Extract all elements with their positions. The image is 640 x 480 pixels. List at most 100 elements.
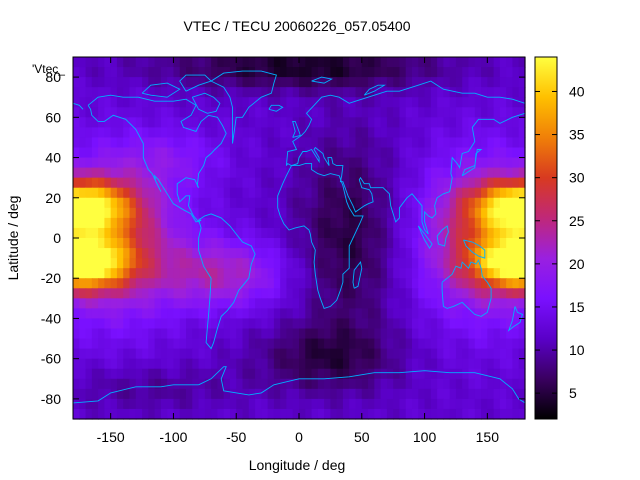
heatmap-cell xyxy=(98,87,105,98)
heatmap-cell xyxy=(380,368,388,380)
heatmap-cell xyxy=(236,258,244,269)
heatmap-cell xyxy=(512,217,520,229)
heatmap-cell xyxy=(286,177,294,189)
heatmap-cell xyxy=(317,127,325,139)
heatmap-cell xyxy=(204,408,212,420)
heatmap-cell xyxy=(85,77,93,88)
heatmap-cell xyxy=(273,227,281,239)
heatmap-cell xyxy=(292,197,300,209)
heatmap-cell xyxy=(292,77,300,88)
heatmap-cell xyxy=(73,197,80,209)
heatmap-cell xyxy=(430,338,438,350)
heatmap-cell xyxy=(424,298,432,309)
heatmap-cell xyxy=(129,197,137,209)
heatmap-cell xyxy=(236,288,244,299)
heatmap-cell xyxy=(355,358,363,370)
heatmap-cell xyxy=(349,57,357,68)
heatmap-cell xyxy=(148,177,156,189)
heatmap-cell xyxy=(418,117,426,128)
heatmap-cell xyxy=(104,308,112,320)
heatmap-cell xyxy=(311,328,319,340)
heatmap-cell xyxy=(430,57,438,68)
heatmap-cell xyxy=(167,288,175,299)
heatmap-cell xyxy=(405,227,413,239)
heatmap-cell xyxy=(292,368,300,380)
heatmap-cell xyxy=(85,398,93,410)
heatmap-cell xyxy=(255,217,262,229)
heatmap-cell xyxy=(418,197,426,209)
heatmap-cell xyxy=(142,388,149,400)
heatmap-cell xyxy=(449,398,457,410)
heatmap-cell xyxy=(299,57,306,68)
heatmap-cell xyxy=(518,77,526,88)
heatmap-cell xyxy=(336,328,344,340)
heatmap-cell xyxy=(299,288,306,299)
heatmap-cell xyxy=(135,77,143,88)
heatmap-cell xyxy=(393,258,401,269)
heatmap-cell xyxy=(110,298,118,309)
heatmap-cell xyxy=(129,207,137,219)
heatmap-cell xyxy=(393,298,401,309)
heatmap-cell xyxy=(518,358,526,370)
heatmap-cell xyxy=(91,167,99,179)
heatmap-cell xyxy=(412,117,419,128)
heatmap-cell xyxy=(368,268,375,279)
heatmap-cell xyxy=(85,127,93,139)
heatmap-cell xyxy=(217,177,225,189)
heatmap-cell xyxy=(148,97,156,108)
heatmap-cell xyxy=(493,177,501,189)
heatmap-cell xyxy=(412,338,419,350)
heatmap-cell xyxy=(412,258,419,269)
heatmap-cell xyxy=(437,268,444,279)
heatmap-cell xyxy=(349,157,357,169)
heatmap-cell xyxy=(217,97,225,108)
heatmap-cell xyxy=(449,408,457,420)
heatmap-cell xyxy=(116,308,124,320)
heatmap-cell xyxy=(267,388,275,400)
heatmap-cell xyxy=(405,248,413,259)
heatmap-cell xyxy=(116,207,124,219)
heatmap-cell xyxy=(110,388,118,400)
heatmap-cell xyxy=(462,348,470,360)
heatmap-cell xyxy=(324,348,331,360)
heatmap-cell xyxy=(292,308,300,320)
heatmap-cell xyxy=(368,97,375,108)
heatmap-cell xyxy=(148,87,156,98)
heatmap-cell xyxy=(518,147,526,159)
heatmap-cell xyxy=(374,278,382,289)
heatmap-cell xyxy=(236,278,244,289)
heatmap-cell xyxy=(229,127,237,139)
heatmap-cell xyxy=(449,248,457,259)
heatmap-cell xyxy=(242,288,250,299)
heatmap-cell xyxy=(336,97,344,108)
heatmap-cell xyxy=(393,238,401,249)
heatmap-cell xyxy=(211,117,218,128)
heatmap-cell xyxy=(236,308,244,320)
heatmap-cell xyxy=(91,77,99,88)
heatmap-cell xyxy=(330,187,338,199)
heatmap-cell xyxy=(311,398,319,410)
heatmap-cell xyxy=(336,248,344,259)
heatmap-cell xyxy=(104,187,112,199)
heatmap-cell xyxy=(317,258,325,269)
heatmap-cell xyxy=(493,77,501,88)
heatmap-cell xyxy=(85,288,93,299)
heatmap-cell xyxy=(349,127,357,139)
heatmap-cell xyxy=(468,308,476,320)
heatmap-cell xyxy=(317,328,325,340)
heatmap-cell xyxy=(462,107,470,118)
heatmap-cell xyxy=(342,258,350,269)
heatmap-cell xyxy=(179,147,187,159)
heatmap-cell xyxy=(273,368,281,380)
heatmap-cell xyxy=(424,268,432,279)
heatmap-cell xyxy=(462,87,470,98)
heatmap-cell xyxy=(280,398,288,410)
heatmap-cell xyxy=(198,368,206,380)
heatmap-cell xyxy=(186,87,193,98)
heatmap-cell xyxy=(91,368,99,380)
heatmap-cell xyxy=(481,278,488,289)
heatmap-cell xyxy=(142,248,149,259)
heatmap-cell xyxy=(167,378,175,390)
heatmap-cell xyxy=(173,97,181,108)
heatmap-cell xyxy=(173,248,181,259)
